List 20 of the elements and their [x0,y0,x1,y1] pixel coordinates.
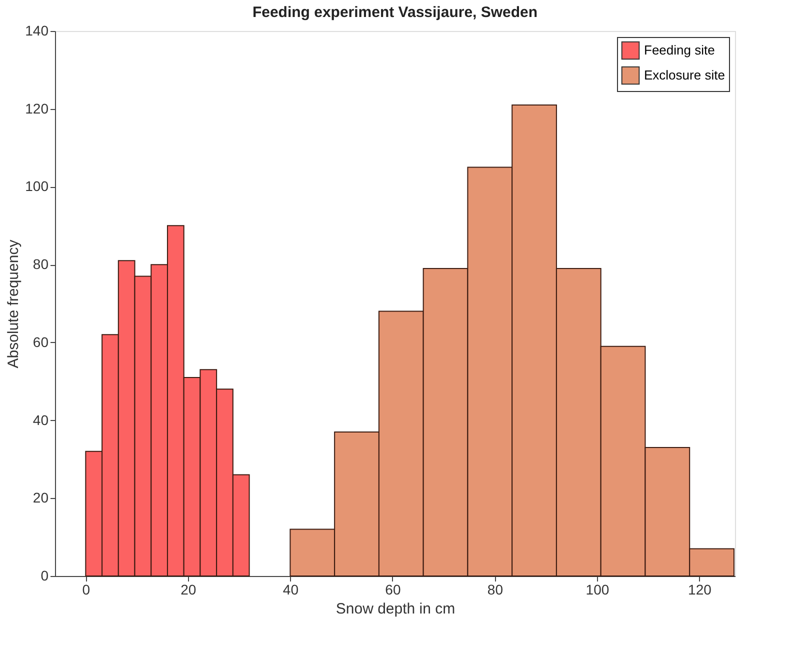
x-tick-label: 40 [282,582,299,598]
legend-label: Feeding site [644,42,715,58]
y-tick-label: 120 [25,100,49,116]
y-tick-label: 60 [32,334,49,350]
legend-label: Exclosure site [644,68,725,82]
y-tick-label: 40 [32,412,49,428]
y-tick-label: 140 [25,22,49,38]
y-tick-label: 20 [32,490,49,506]
x-axis-title: Snow depth in cm [336,600,456,618]
chart-title: Feeding experiment Vassijaure, Sweden [252,4,538,21]
x-tick-label: 0 [82,582,90,598]
y-tick-label: 80 [32,256,49,272]
x-tick-label: 80 [487,582,504,598]
x-tick-label: 100 [586,582,610,598]
y-tick-label: 100 [25,178,49,194]
x-tick-label: 120 [688,582,712,598]
x-tick-label: 20 [180,582,196,598]
x-tick-label: 60 [385,582,401,598]
y-axis-title: Absolute frequency [5,239,22,368]
y-tick-label: 0 [40,568,49,584]
